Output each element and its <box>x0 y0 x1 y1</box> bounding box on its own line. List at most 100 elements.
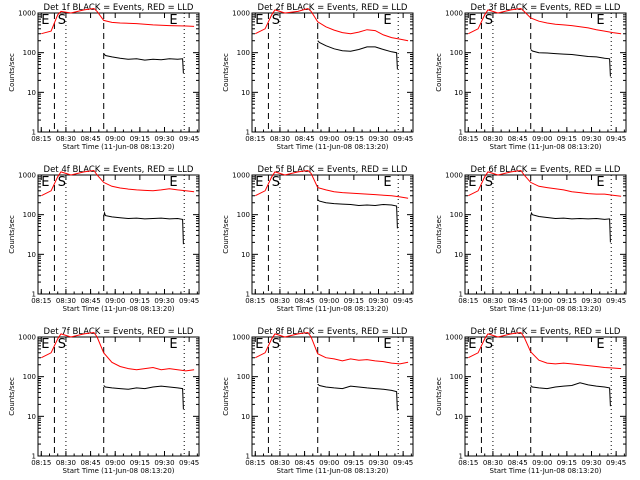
x-tick-label: 09:30 <box>154 297 174 305</box>
x-tick-label: 08:15 <box>31 135 51 143</box>
x-tick-label: 09:00 <box>105 297 125 305</box>
x-tick-label: 08:15 <box>245 459 265 467</box>
y-tick-label: 10 <box>27 89 36 97</box>
y-axis-label: Counts/sec <box>8 215 16 254</box>
x-tick-label: 08:45 <box>507 297 527 305</box>
x-tick-label: 08:45 <box>294 297 314 305</box>
annotation-marker-e: E <box>383 337 391 352</box>
y-tick-label: 1000 <box>18 10 36 18</box>
chart-panel-9: Det 9f BLACK = Events, RED = LLD 1 10 100 10… <box>435 327 627 475</box>
x-tick-label: 08:45 <box>80 297 100 305</box>
x-tick-label: 09:45 <box>179 135 199 143</box>
y-axis-label: Counts/sec <box>8 377 16 416</box>
annotation-marker-e: E <box>468 13 476 28</box>
x-tick-label: 08:15 <box>31 297 51 305</box>
x-tick-label: 09:30 <box>368 135 388 143</box>
series-line-lld <box>468 331 622 370</box>
y-tick-label: 10 <box>241 89 250 97</box>
x-tick-label: 09:15 <box>344 135 364 143</box>
x-tick-label: 08:45 <box>80 135 100 143</box>
y-tick-label: 1000 <box>232 10 250 18</box>
y-axis-label: Counts/sec <box>435 377 443 416</box>
chart-title: Det 9f BLACK = Events, RED = LLD <box>471 327 621 337</box>
y-tick-label: 100 <box>23 211 36 219</box>
chart-title: Det 7f BLACK = Events, RED = LLD <box>44 327 194 337</box>
chart-panel-7: Det 7f BLACK = Events, RED = LLD 1 10 100 10… <box>8 327 200 475</box>
x-tick-label: 09:15 <box>130 297 150 305</box>
chart-title: Det 1f BLACK = Events, RED = LLD <box>44 3 194 13</box>
x-axis-label: Start Time (11-Jun-08 08:13:20) <box>277 467 389 475</box>
chart-title: Det 3f BLACK = Events, RED = LLD <box>471 3 621 13</box>
x-tick-label: 09:45 <box>393 459 413 467</box>
chart-title: Det 6f BLACK = Events, RED = LLD <box>471 165 621 175</box>
annotation-marker-e: E <box>468 175 476 190</box>
y-axis-label: Counts/sec <box>222 215 230 254</box>
y-tick-label: 1000 <box>445 172 463 180</box>
x-tick-label: 09:30 <box>581 135 601 143</box>
x-tick-label: 08:30 <box>483 135 503 143</box>
x-tick-label: 09:00 <box>105 459 125 467</box>
series-line-lld <box>255 331 409 365</box>
annotation-marker-e: E <box>255 337 263 352</box>
y-tick-label: 1000 <box>445 334 463 342</box>
x-tick-label: 08:45 <box>294 459 314 467</box>
annotation-marker-e: E <box>596 175 604 190</box>
annotation-marker-s: S <box>485 337 493 352</box>
y-tick-label: 10 <box>454 89 463 97</box>
x-axis-label: Start Time (11-Jun-08 08:13:20) <box>277 143 389 151</box>
y-tick-label: 1000 <box>445 10 463 18</box>
series-line-lld <box>255 169 409 199</box>
series-line-events <box>103 385 184 410</box>
plot-frame <box>251 12 414 133</box>
annotation-marker-s: S <box>58 13 66 28</box>
y-tick-label: 1 <box>246 129 250 137</box>
plot-frame <box>464 174 627 295</box>
chart-title: Det 4f BLACK = Events, RED = LLD <box>44 165 194 175</box>
x-tick-label: 09:00 <box>532 459 552 467</box>
plot-frame <box>37 174 200 295</box>
series-line-lld <box>255 7 409 42</box>
x-tick-label: 09:45 <box>606 135 626 143</box>
annotation-marker-e: E <box>169 175 177 190</box>
annotation-marker-s: S <box>58 175 66 190</box>
annotation-marker-s: S <box>272 337 280 352</box>
chart-title: Det 8f BLACK = Events, RED = LLD <box>258 327 408 337</box>
y-tick-label: 100 <box>450 373 463 381</box>
annotation-marker-e: E <box>383 13 391 28</box>
x-tick-label: 08:30 <box>56 459 76 467</box>
x-tick-label: 09:15 <box>557 135 577 143</box>
annotation-marker-s: S <box>58 337 66 352</box>
annotation-marker-s: S <box>272 175 280 190</box>
series-line-events <box>317 40 398 70</box>
series-line-lld <box>41 169 195 197</box>
annotation-marker-e: E <box>596 13 604 28</box>
x-tick-label: 08:15 <box>458 459 478 467</box>
x-tick-label: 08:15 <box>31 459 51 467</box>
chart-panel-6: Det 6f BLACK = Events, RED = LLD 1 10 100 10… <box>435 165 627 313</box>
series-line-lld <box>41 7 195 35</box>
x-tick-label: 09:45 <box>606 459 626 467</box>
x-tick-label: 09:30 <box>581 459 601 467</box>
chart-panel-8: Det 8f BLACK = Events, RED = LLD 1 10 100 10… <box>222 327 414 475</box>
x-tick-label: 09:45 <box>179 459 199 467</box>
x-axis-label: Start Time (11-Jun-08 08:13:20) <box>63 143 175 151</box>
annotation-marker-e: E <box>41 175 49 190</box>
annotation-marker-e: E <box>169 337 177 352</box>
y-tick-label: 1000 <box>232 334 250 342</box>
chart-panel-4: Det 4f BLACK = Events, RED = LLD 1 10 100 10… <box>8 165 200 313</box>
x-tick-label: 08:30 <box>270 297 290 305</box>
annotation-marker-e: E <box>596 337 604 352</box>
series-line-events <box>103 53 184 74</box>
annotation-marker-s: S <box>485 13 493 28</box>
series-line-events <box>317 199 398 229</box>
series-line-events <box>530 211 611 243</box>
x-tick-label: 08:15 <box>458 135 478 143</box>
annotation-marker-e: E <box>255 175 263 190</box>
plot-frame <box>37 12 200 133</box>
y-tick-label: 1 <box>459 291 463 299</box>
x-axis-label: Start Time (11-Jun-08 08:13:20) <box>490 467 602 475</box>
x-tick-label: 09:45 <box>393 297 413 305</box>
annotation-marker-e: E <box>41 13 49 28</box>
x-tick-label: 08:30 <box>270 135 290 143</box>
